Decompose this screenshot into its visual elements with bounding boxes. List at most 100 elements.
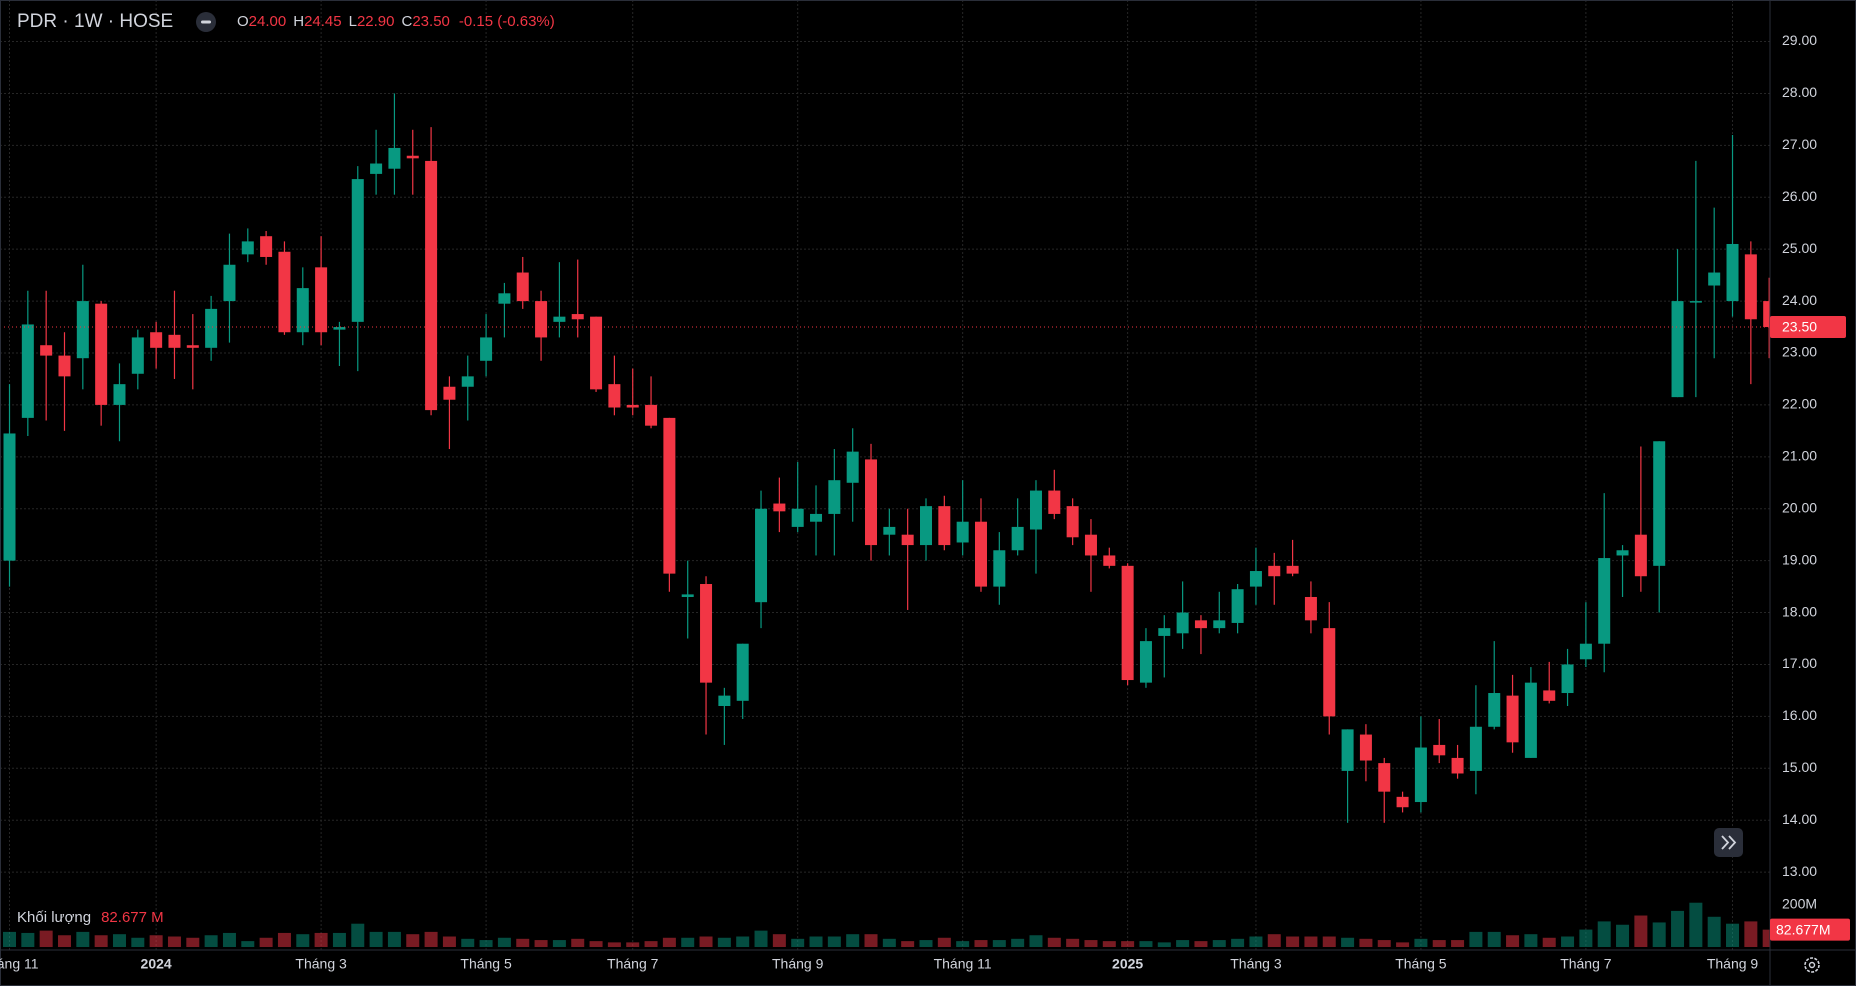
volume-bar [791,938,805,947]
candle-body [773,503,786,512]
scroll-to-end-button[interactable] [1714,828,1743,857]
volume-bar [662,937,676,947]
gear[interactable] [1804,957,1820,973]
volume-bar [1157,942,1171,947]
candle-body [1084,534,1097,556]
candle-body [700,584,713,683]
y-tick-label: 15.00 [1782,759,1817,775]
candle-body [1121,565,1134,681]
volume-bar [1066,938,1080,947]
volume-bar [39,930,53,947]
candle-body [40,345,53,356]
candle-body [608,384,621,408]
volume-bar [167,936,181,947]
candle-body [1598,558,1611,644]
candle-body [1396,796,1409,808]
y-tick-label: 16.00 [1782,707,1817,723]
last-volume-tag [1770,918,1850,941]
candle-body [865,459,878,546]
y-tick-label: 22.00 [1782,396,1817,412]
volume-bar [1359,938,1373,947]
y-tick-label: 28.00 [1782,84,1817,100]
volume-bar [1561,936,1575,947]
volume-bar [351,923,365,947]
volume-bar [424,931,438,947]
candle-body [223,264,236,302]
volume-bar [1762,929,1770,947]
price-pane [0,93,1770,823]
volume-legend: Khối lượng 82.677 M [17,909,164,926]
ohlc-key: L [349,13,357,30]
candle-body [755,508,768,603]
candle-body [1616,550,1629,556]
x-tick-label: Tháng 5 [460,956,512,972]
volume-bar [76,931,90,947]
volume-bar [1432,940,1446,947]
volume-bar [1707,916,1721,947]
y-tick-label: 23.00 [1782,344,1817,360]
candle-body [1048,490,1061,514]
volume-bar [882,938,896,947]
ohlc-change: -0.15 (-0.63%) [459,13,555,30]
volume-bar [497,937,511,947]
candle-body [1488,693,1501,727]
candle-body [1469,726,1482,771]
candle-body [1029,490,1042,530]
last-price-tag [1770,316,1846,339]
candle-body [1268,565,1281,577]
x-tick-label: Tháng 9 [772,956,824,972]
volume-bar [1231,938,1245,947]
y-tick-label: 19.00 [1782,551,1817,567]
volume-bar [919,940,933,947]
volume-bar [1597,921,1611,947]
volume-bar [94,935,108,947]
volume-bar [1377,940,1391,947]
volume-bar [974,940,988,947]
x-tick-label: 2025 [1112,956,1143,972]
volume-bar [369,931,383,947]
candle-body [1708,272,1721,286]
ohlc-value: 24.45 [304,13,342,30]
candle-body [76,301,89,359]
volume-bar [241,941,255,947]
candle-body [3,433,16,561]
volume-bar [827,936,841,947]
collapse-icon [201,20,211,24]
volume-bar [956,941,970,947]
candle-body [535,301,548,338]
volume-pane [3,902,1770,947]
candle-body [58,355,71,377]
volume-bar [699,936,713,947]
volume-bar [112,934,126,947]
candle-body [150,332,163,348]
candle-body [1671,301,1684,398]
volume-bar [681,937,695,947]
candle-body [571,314,584,320]
ohlc-value: 22.90 [357,13,395,30]
volume-bar [717,937,731,947]
x-tick-label: Tháng 7 [1560,956,1612,972]
volume-bar [1249,936,1263,947]
y-tick-label: 14.00 [1782,811,1817,827]
candle-body [1433,744,1446,756]
volume-bar [1139,941,1153,947]
candle-body [1561,664,1574,694]
candle-body [1323,628,1336,717]
candle-body [1744,254,1757,320]
candle-body [168,334,181,348]
time-axis [0,950,1856,986]
volume-bar [186,937,200,947]
chevrons [1721,835,1737,850]
volume-bar [479,940,493,947]
y-tick-label: 26.00 [1782,188,1817,204]
candle-body [1139,641,1152,683]
settings-button[interactable] [1804,957,1820,973]
ohlc-legend: O24.00 H24.45 L22.90 C23.50 -0.15 (-0.63%) [237,13,555,30]
volume-bar [314,932,328,947]
volume-bar [1524,934,1538,947]
volume-bar [406,934,420,947]
candle-body [1158,628,1171,636]
volume-bar [736,936,750,947]
y-tick-label: 13.00 [1782,863,1817,879]
